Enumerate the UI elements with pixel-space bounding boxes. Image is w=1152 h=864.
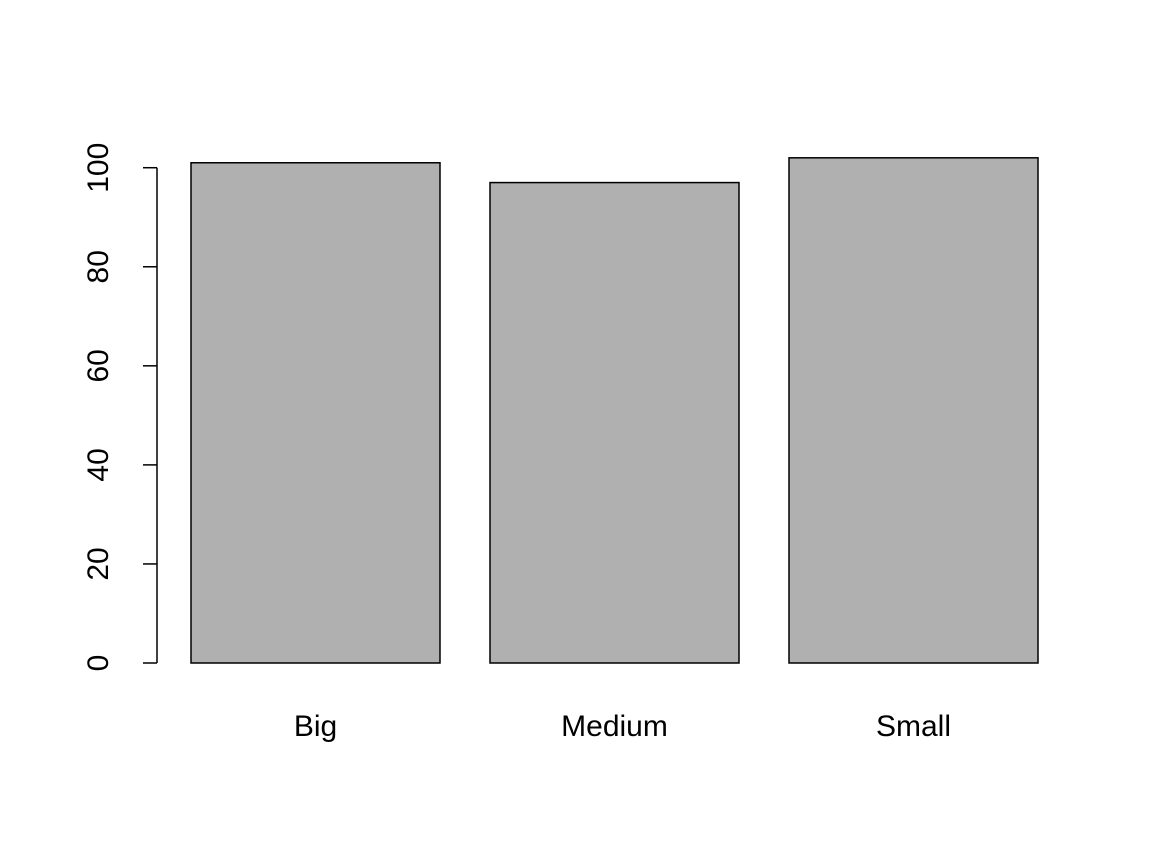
y-tick-label: 80 [82, 250, 115, 283]
y-tick-label: 100 [82, 143, 115, 193]
y-tick-label: 20 [82, 547, 115, 580]
x-tick-label: Big [294, 710, 337, 743]
x-tick-label: Medium [561, 710, 668, 743]
y-tick-label: 40 [82, 448, 115, 481]
bar [489, 181, 740, 664]
bar [788, 157, 1039, 664]
y-tick-label: 0 [82, 655, 115, 672]
bar [190, 162, 441, 664]
y-tick-label: 60 [82, 349, 115, 382]
x-tick-label: Small [876, 710, 951, 743]
